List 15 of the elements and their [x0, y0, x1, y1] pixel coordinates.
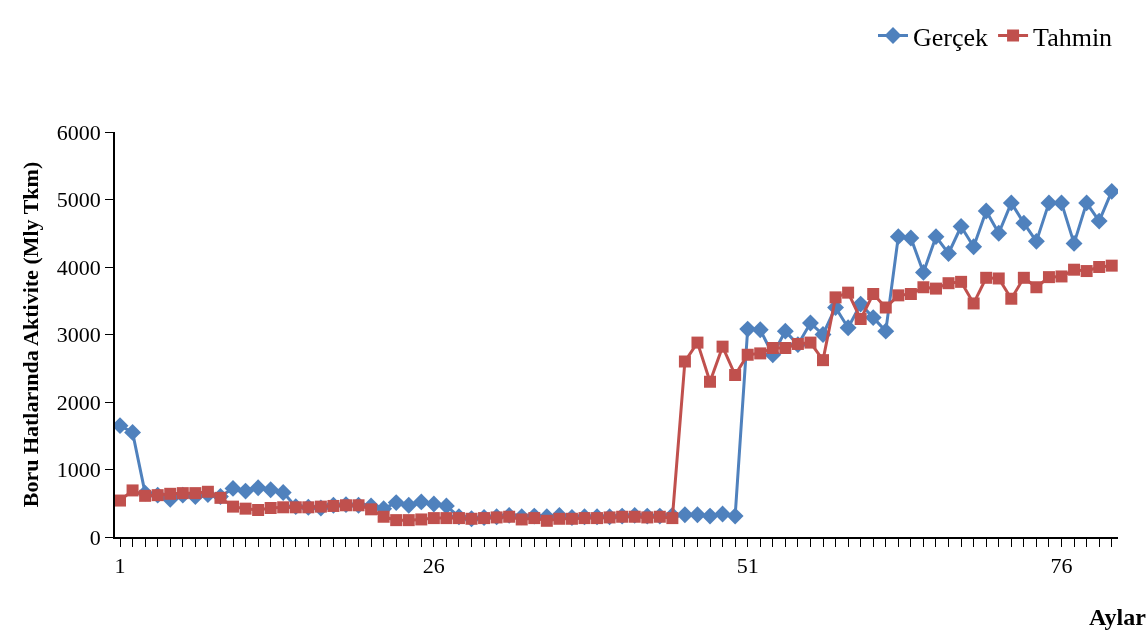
x-axis-title: Aylar [1089, 604, 1147, 630]
y-tick-label: 3000 [56, 322, 101, 348]
y-tick-label: 2000 [56, 389, 101, 415]
x-tick-label: 51 [736, 553, 759, 579]
legend-label: Gerçek [913, 22, 989, 52]
legend-label: Tahmin [1033, 22, 1113, 52]
y-tick-label: 5000 [56, 187, 101, 213]
y-axis-title: Boru Hatlarında Aktivite (Mly Tkm) [18, 161, 44, 508]
y-tick-label: 0 [89, 524, 101, 550]
x-tick-label: 1 [114, 553, 126, 579]
y-tick-label: 6000 [56, 119, 101, 145]
x-tick-label: 76 [1050, 553, 1073, 579]
y-tick-label: 4000 [56, 254, 101, 280]
y-tick-label: 1000 [56, 457, 101, 483]
x-tick-label: 26 [422, 553, 445, 579]
